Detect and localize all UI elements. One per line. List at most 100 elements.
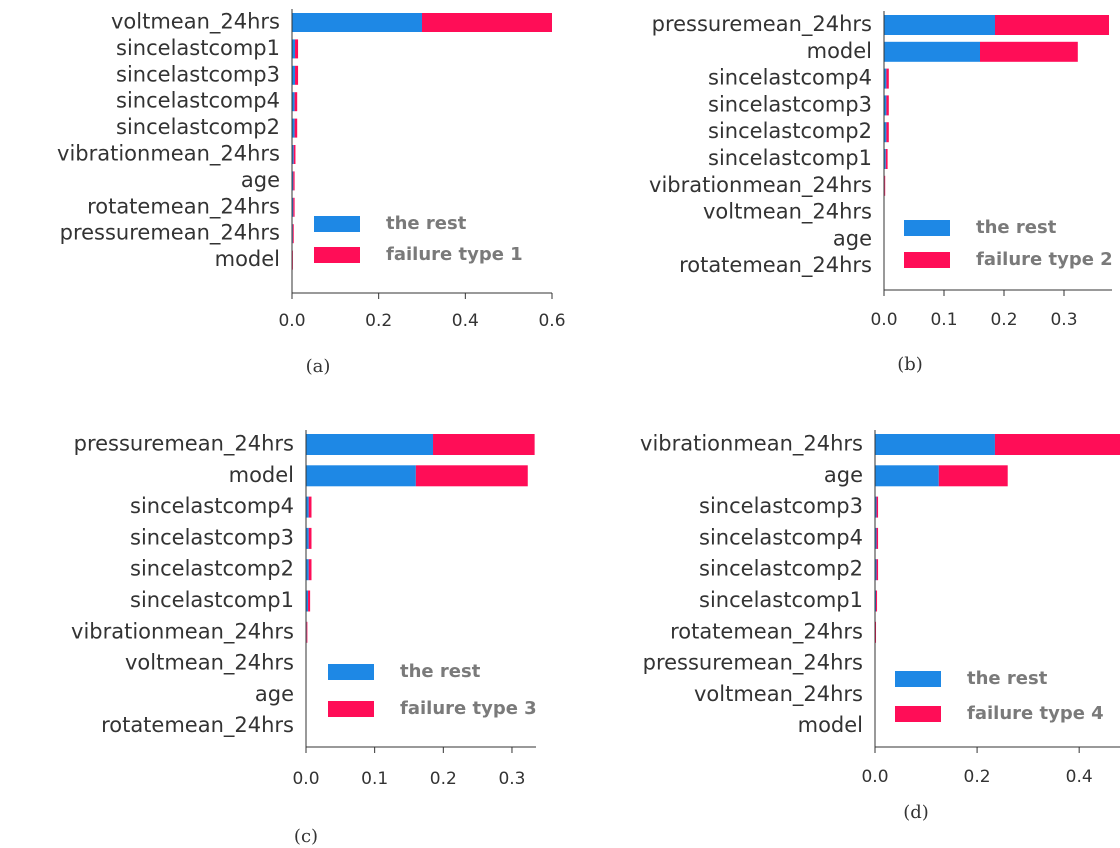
feature-label: sincelastcomp2 <box>708 119 872 143</box>
x-tick-label: 0.0 <box>870 310 897 330</box>
feature-label: voltmean_24hrs <box>111 10 280 35</box>
feature-label: vibrationmean_24hrs <box>640 432 863 457</box>
feature-label: sincelastcomp4 <box>130 494 294 518</box>
feature-label: voltmean_24hrs <box>694 682 863 707</box>
x-tick-label: 0.2 <box>990 310 1017 330</box>
feature-label: sincelastcomp2 <box>699 557 863 581</box>
bar-the-rest <box>875 527 877 549</box>
bar-the-rest <box>292 39 296 59</box>
bar-failure <box>876 559 879 581</box>
bar-failure <box>886 68 889 89</box>
bar-failure <box>308 527 312 549</box>
bar-failure <box>876 527 879 549</box>
bar-the-rest <box>875 590 877 612</box>
feature-label: sincelastcomp1 <box>708 146 872 170</box>
bar-failure <box>995 15 1109 35</box>
bar-the-rest <box>884 15 995 35</box>
legend-label: the rest <box>386 213 467 234</box>
legend-swatch-the-rest <box>895 671 941 687</box>
feature-label: rotatemean_24hrs <box>679 253 872 278</box>
feature-label: model <box>807 39 872 63</box>
bar-failure <box>980 41 1078 62</box>
feature-label: age <box>241 168 280 192</box>
feature-label: sincelastcomp2 <box>116 115 280 139</box>
bar-failure <box>293 197 295 217</box>
bar-failure <box>295 39 299 59</box>
bar-the-rest <box>306 496 309 518</box>
feature-label: rotatemean_24hrs <box>87 194 280 219</box>
x-tick-label: 0.0 <box>278 311 305 331</box>
feature-label: pressuremean_24hrs <box>60 221 280 246</box>
panel-caption: (b) <box>897 354 923 375</box>
bar-the-rest <box>306 527 309 549</box>
feature-label: vibrationmean_24hrs <box>57 142 280 167</box>
bar-the-rest <box>306 559 309 581</box>
bar-the-rest <box>292 13 422 32</box>
bar-failure <box>422 13 552 32</box>
feature-label: sincelastcomp4 <box>699 525 863 549</box>
x-tick-label: 0.3 <box>498 769 525 789</box>
panel-caption: (d) <box>903 802 929 823</box>
x-tick-label: 0.0 <box>292 769 319 789</box>
feature-label: voltmean_24hrs <box>703 200 872 225</box>
feature-label: model <box>229 463 294 487</box>
feature-label: age <box>255 682 294 706</box>
feature-label: rotatemean_24hrs <box>670 619 863 644</box>
feature-label: model <box>215 247 280 271</box>
legend-swatch-failure <box>314 247 360 263</box>
x-tick-label: 0.4 <box>1066 767 1093 787</box>
legend-swatch-the-rest <box>328 664 374 680</box>
x-tick-label: 0.2 <box>430 769 457 789</box>
x-tick-label: 0.4 <box>452 311 479 331</box>
bar-the-rest <box>884 41 980 62</box>
legend-label: failure type 1 <box>386 244 523 265</box>
feature-label: pressuremean_24hrs <box>643 651 863 676</box>
feature-label: pressuremean_24hrs <box>74 432 294 457</box>
bar-failure <box>306 621 308 643</box>
bar-the-rest <box>292 171 294 191</box>
feature-label: age <box>833 226 872 250</box>
x-tick-label: 0.0 <box>861 767 888 787</box>
bar-failure <box>295 65 299 85</box>
bar-failure <box>433 434 535 455</box>
legend-swatch-failure <box>895 706 941 722</box>
bar-failure <box>308 559 312 581</box>
feature-label: sincelastcomp2 <box>130 557 294 581</box>
bar-the-rest <box>292 92 295 112</box>
bar-the-rest <box>884 122 887 143</box>
panel-caption: (a) <box>306 356 331 377</box>
bar-failure <box>293 171 295 191</box>
bar-the-rest <box>292 197 294 217</box>
bar-failure <box>876 590 878 612</box>
legend-label: the rest <box>400 661 481 682</box>
feature-label: voltmean_24hrs <box>125 651 294 676</box>
bar-failure <box>884 175 886 196</box>
bar-failure <box>875 621 877 643</box>
x-tick-label: 0.1 <box>361 769 388 789</box>
bar-failure <box>994 434 1120 455</box>
x-tick-label: 0.2 <box>964 767 991 787</box>
feature-label: sincelastcomp3 <box>116 62 280 86</box>
feature-label: sincelastcomp1 <box>699 588 863 612</box>
bar-the-rest <box>875 496 877 518</box>
bar-the-rest <box>292 118 295 138</box>
bar-failure <box>308 590 311 612</box>
bar-failure <box>293 145 296 164</box>
panel-caption: (c) <box>294 826 318 847</box>
legend-swatch-failure <box>904 252 950 268</box>
chart-panel-a: voltmean_24hrssincelastcomp1sincelastcom… <box>57 9 566 377</box>
bar-the-rest <box>884 149 886 169</box>
bar-failure <box>885 149 888 169</box>
bar-the-rest <box>875 559 877 581</box>
bar-failure <box>308 496 312 518</box>
legend-label: failure type 2 <box>976 249 1113 270</box>
feature-label: sincelastcomp3 <box>708 92 872 116</box>
legend-swatch-failure <box>328 701 374 717</box>
bar-the-rest <box>884 95 887 116</box>
feature-label: age <box>824 463 863 487</box>
bar-failure <box>886 95 889 116</box>
legend-label: the rest <box>967 668 1048 689</box>
